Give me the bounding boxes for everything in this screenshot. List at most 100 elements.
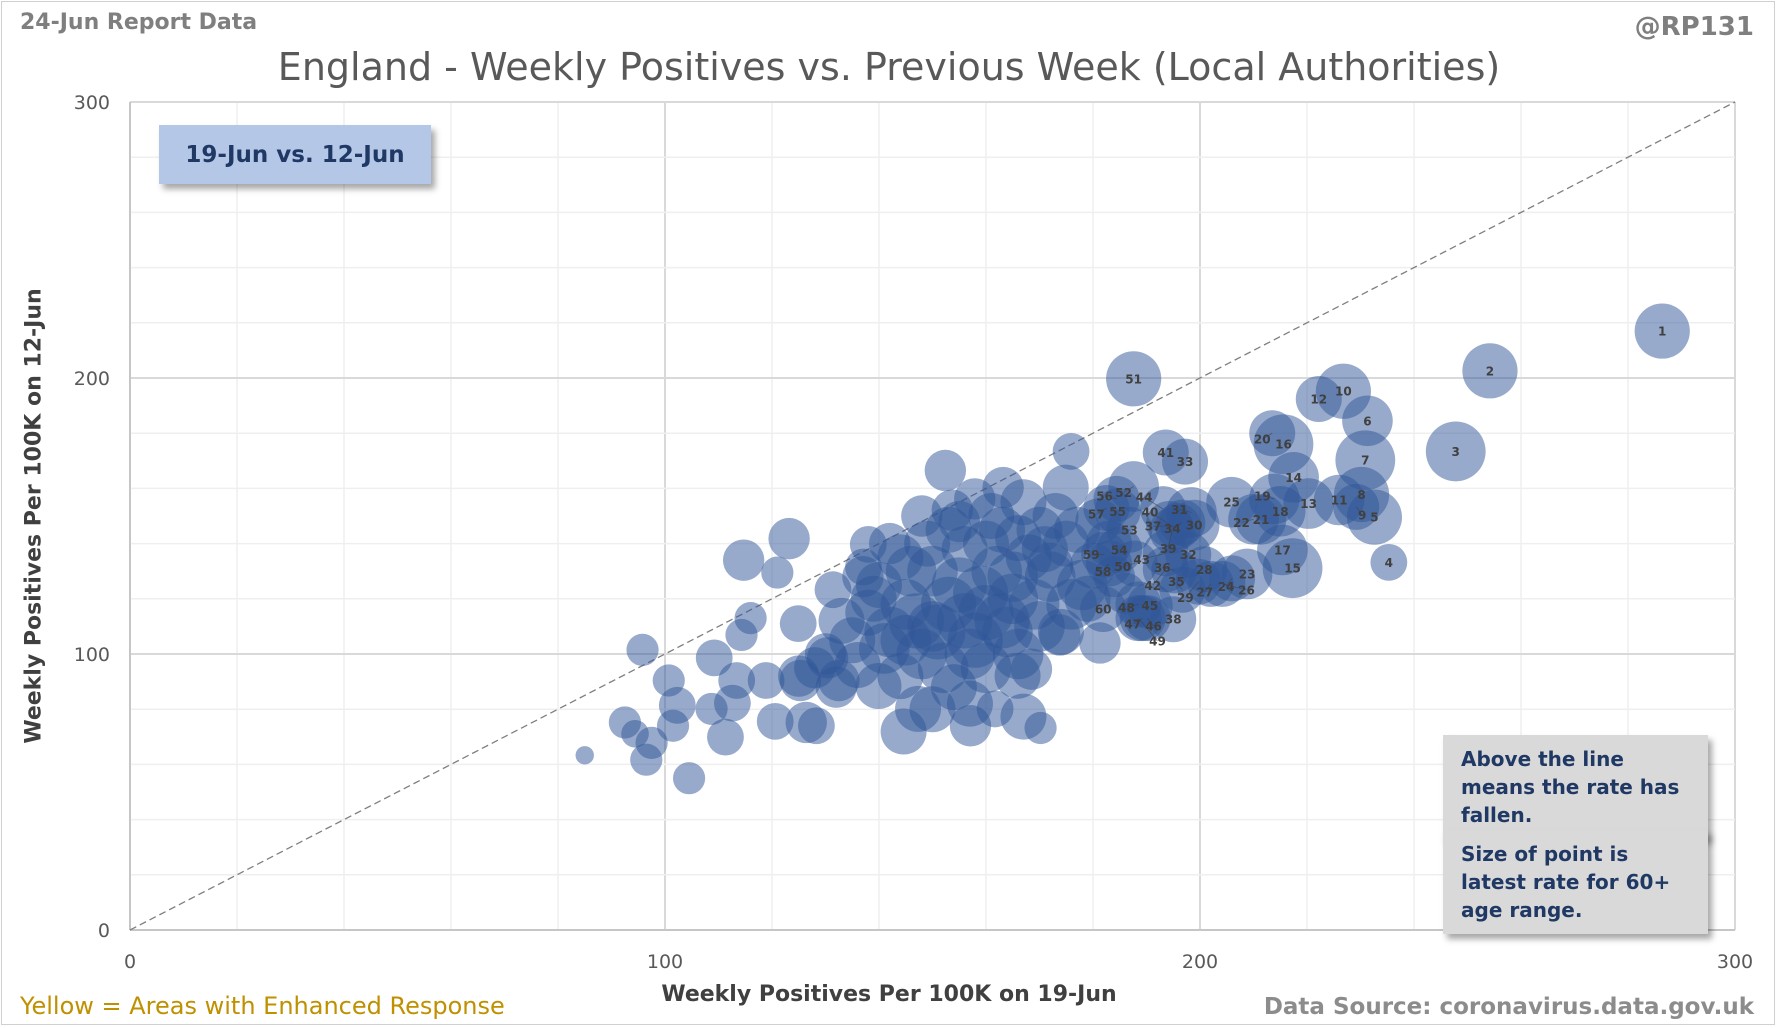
- point-label: 54: [1111, 543, 1128, 557]
- label-leader-line: [1149, 511, 1170, 525]
- point-label: 28: [1196, 563, 1213, 577]
- point-label: 6: [1363, 414, 1371, 428]
- point-label: 59: [1083, 548, 1100, 562]
- point-label: 37: [1145, 520, 1162, 534]
- point-label: 1: [1658, 325, 1666, 339]
- point-label: 19: [1254, 489, 1271, 503]
- point-label: 2: [1486, 364, 1494, 378]
- point-label: 49: [1149, 635, 1166, 649]
- bubble-point: [798, 707, 835, 745]
- bubble-point: [818, 597, 865, 644]
- point-label: 50: [1114, 560, 1131, 574]
- point-label: 56: [1096, 489, 1113, 503]
- point-label: 14: [1285, 471, 1302, 485]
- bubble-point: [946, 680, 993, 727]
- point-label: 31: [1171, 503, 1188, 517]
- point-label: 40: [1142, 506, 1159, 520]
- label-leader-line: [1104, 495, 1117, 500]
- point-label: 39: [1160, 542, 1177, 556]
- point-label: 21: [1253, 513, 1270, 527]
- point-label: 36: [1154, 561, 1171, 575]
- point-label: 60: [1095, 603, 1112, 617]
- bubble-point-labeled: [1425, 421, 1486, 482]
- point-label: 26: [1238, 583, 1255, 597]
- label-leader-line: [1355, 506, 1363, 516]
- point-label: 53: [1121, 523, 1138, 537]
- bubble-point: [652, 664, 685, 697]
- point-label: 58: [1095, 565, 1112, 579]
- bubble-point: [1027, 542, 1074, 589]
- y-axis-label: Weekly Positives Per 100K on 12-Jun: [21, 288, 47, 744]
- bubble-point: [1079, 622, 1121, 664]
- bubble-point: [924, 449, 967, 492]
- data-source: Data Source: coronavirus.data.gov.uk: [1263, 994, 1754, 1020]
- point-label: 42: [1144, 579, 1161, 593]
- y-tick-label: 0: [98, 920, 110, 942]
- bubble-point: [842, 556, 884, 598]
- bubble-point: [937, 593, 993, 649]
- y-tick-label: 300: [74, 92, 110, 114]
- bubble-point: [747, 662, 785, 699]
- point-label: 23: [1239, 567, 1256, 581]
- bubble-point: [707, 718, 744, 756]
- bubble-point: [778, 655, 820, 697]
- label-leader-line: [1122, 563, 1135, 567]
- bubble-point-labeled: [1142, 429, 1189, 476]
- label-leader-line: [1179, 509, 1192, 513]
- label-leader-line: [1096, 507, 1107, 515]
- point-label: 55: [1109, 505, 1126, 519]
- label-leader-line: [1241, 518, 1254, 523]
- label-leader-line: [1222, 583, 1247, 591]
- note-point-size: Size of point is latest rate for 60+ age…: [1443, 830, 1708, 934]
- point-label: 13: [1300, 497, 1317, 511]
- bubble-point-labeled: [1295, 375, 1342, 422]
- bubble-point: [626, 633, 659, 666]
- label-leader-line: [1132, 617, 1143, 625]
- x-axis-label: Weekly Positives Per 100K on 19-Jun: [661, 982, 1117, 1007]
- x-tick-label: 300: [1717, 951, 1753, 973]
- point-label: 45: [1141, 599, 1158, 613]
- author-handle: @RP131: [1634, 12, 1754, 42]
- bubble-point: [768, 517, 810, 560]
- legend-series: 19-Jun vs. 12-Jun: [159, 125, 431, 184]
- bubble-point: [761, 556, 794, 589]
- bubble-point-labeled: [1462, 343, 1518, 399]
- label-leader-line: [1143, 496, 1164, 510]
- point-label: 30: [1186, 519, 1203, 533]
- point-label: 5: [1370, 511, 1378, 525]
- point-label: 10: [1335, 385, 1352, 399]
- point-label: 38: [1165, 613, 1182, 627]
- point-label: 48: [1118, 601, 1135, 615]
- x-tick-label: 200: [1182, 951, 1218, 973]
- x-tick-label: 0: [124, 951, 136, 973]
- point-label: 34: [1164, 522, 1181, 536]
- point-label: 47: [1124, 618, 1141, 632]
- label-leader-line: [1152, 569, 1167, 586]
- point-label: 33: [1177, 455, 1194, 469]
- bubble-point-labeled: [1370, 543, 1408, 581]
- point-label: 16: [1275, 438, 1292, 452]
- bubble-point: [672, 762, 706, 795]
- point-label: 52: [1115, 486, 1132, 500]
- point-label: 20: [1254, 433, 1271, 447]
- point-label: 32: [1180, 548, 1197, 562]
- point-label: 4: [1385, 556, 1393, 570]
- bubble-point: [995, 515, 1042, 562]
- bubble-point: [901, 495, 943, 537]
- point-label: 57: [1088, 507, 1105, 521]
- point-label: 29: [1177, 591, 1194, 605]
- point-label: 18: [1272, 505, 1289, 519]
- y-tick-label: 100: [74, 644, 110, 666]
- label-leader-line: [1147, 617, 1154, 627]
- bubble-point: [656, 709, 690, 742]
- bubble-point: [880, 614, 932, 666]
- point-label: 41: [1157, 446, 1174, 460]
- enhanced-response-note: Yellow = Areas with Enhanced Response: [20, 992, 505, 1020]
- bubble-point: [756, 702, 794, 740]
- label-leader-line: [1138, 617, 1158, 642]
- label-leader-line: [1162, 567, 1175, 571]
- bubble-point: [1052, 433, 1090, 470]
- label-leader-line: [1176, 581, 1183, 590]
- point-label: 35: [1168, 575, 1185, 589]
